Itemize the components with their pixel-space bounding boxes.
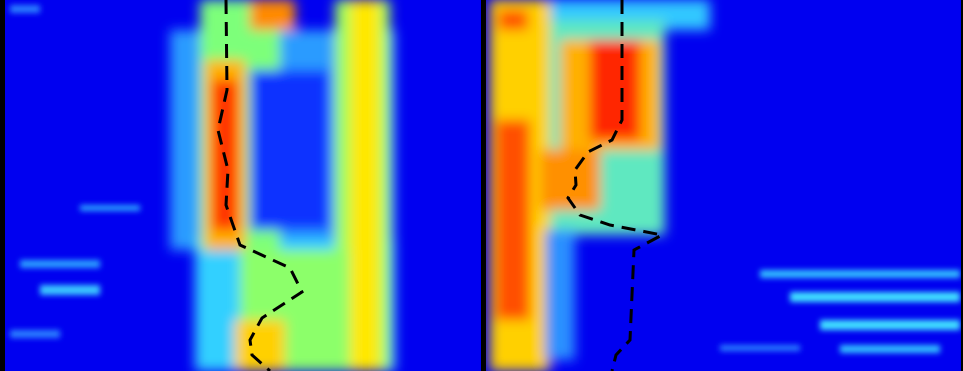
dashed-curve — [216, 0, 304, 371]
right-panel — [490, 0, 960, 371]
left-border — [0, 0, 5, 371]
heat-region — [350, 0, 380, 371]
right-border — [961, 0, 963, 371]
heat-region — [250, 70, 330, 230]
panel-divider — [481, 0, 486, 371]
streak — [840, 345, 940, 353]
streak — [790, 292, 960, 302]
right-heat — [490, 0, 710, 371]
streak — [720, 345, 800, 351]
streak — [80, 205, 140, 211]
left-heat — [170, 0, 395, 371]
streak — [760, 270, 960, 278]
streak — [10, 330, 60, 338]
streak — [10, 5, 40, 13]
right-streaks — [720, 270, 960, 353]
heat-region — [590, 40, 640, 140]
streak — [40, 285, 100, 295]
heat-region — [545, 230, 575, 360]
left-streaks — [10, 5, 140, 338]
streak — [20, 260, 100, 268]
heat-region — [250, 0, 295, 30]
streak — [820, 320, 960, 330]
left-panel — [10, 0, 395, 371]
dashed-curve — [566, 0, 667, 371]
heat-region — [498, 10, 528, 30]
heat-region — [495, 120, 530, 320]
